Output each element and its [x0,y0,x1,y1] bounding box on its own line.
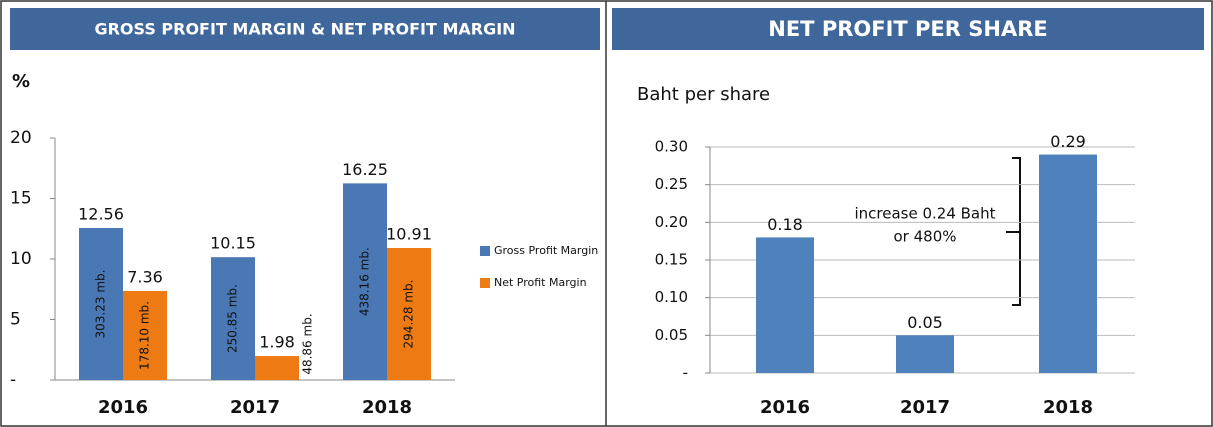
y-tick-label: 0.15 [655,251,688,269]
x-tick-label: 2017 [230,397,280,418]
bar [255,356,299,380]
annotation: increase 0.24 Baht [854,205,995,223]
value-label: 0.29 [1050,132,1086,151]
y-tick-label: 15 [10,189,32,209]
y-axis-label: Baht per share [637,84,770,105]
value-label: 10.15 [210,234,256,253]
bar [79,228,123,380]
bar [756,237,814,373]
y-tick-label: 0.05 [655,326,688,344]
value-label: 10.91 [386,224,432,243]
value-label: 7.36 [127,267,163,286]
annotation: or 480% [894,228,957,246]
x-tick-label: 2016 [760,397,810,418]
bar-label: 303.23 mb. [94,270,108,339]
y-tick-label: 10 [10,249,32,269]
y-tick-label: 5 [10,310,21,330]
value-label: 1.98 [259,333,295,352]
bar-label: 178.10 mb. [138,301,152,370]
x-tick-label: 2018 [362,397,412,418]
bar [387,247,431,380]
bracket [1006,157,1021,306]
y-tick-label: - [10,370,16,390]
x-tick-label: 2018 [1043,397,1093,418]
y-tick-label: 0.30 [655,138,688,156]
header-left [10,8,600,50]
y-tick-label: 0.10 [655,288,688,306]
legend-swatch [480,278,490,288]
bar [211,257,255,380]
y-tick-label: 0.20 [655,213,688,231]
legend-label: Net Profit Margin [494,276,587,289]
legend-swatch [480,246,490,256]
value-label: 12.56 [78,205,124,224]
y-tick-label: - [683,364,688,382]
bar [896,335,954,373]
header-right [612,8,1204,50]
value-label: 0.05 [907,313,943,332]
value-label: 0.18 [767,215,803,234]
bar [123,290,167,380]
chart-title: GROSS PROFIT MARGIN & NET PROFIT MARGIN [94,20,515,39]
bar-label: 294.28 mb. [402,280,416,349]
bar-label: 48.86 mb. [301,313,315,374]
x-tick-label: 2017 [900,397,950,418]
value-label: 16.25 [342,160,388,179]
legend-label: Gross Profit Margin [494,244,598,257]
chart-title: NET PROFIT PER SHARE [768,17,1047,41]
bar-label: 438.16 mb. [358,247,372,316]
bar [1039,154,1097,373]
y-tick-label: 20 [10,128,32,148]
y-tick-label: 0.25 [655,175,688,193]
bar-label: 250.85 mb. [226,284,240,353]
x-tick-label: 2016 [98,397,148,418]
bar [343,183,387,380]
y-axis-label: % [12,71,30,92]
